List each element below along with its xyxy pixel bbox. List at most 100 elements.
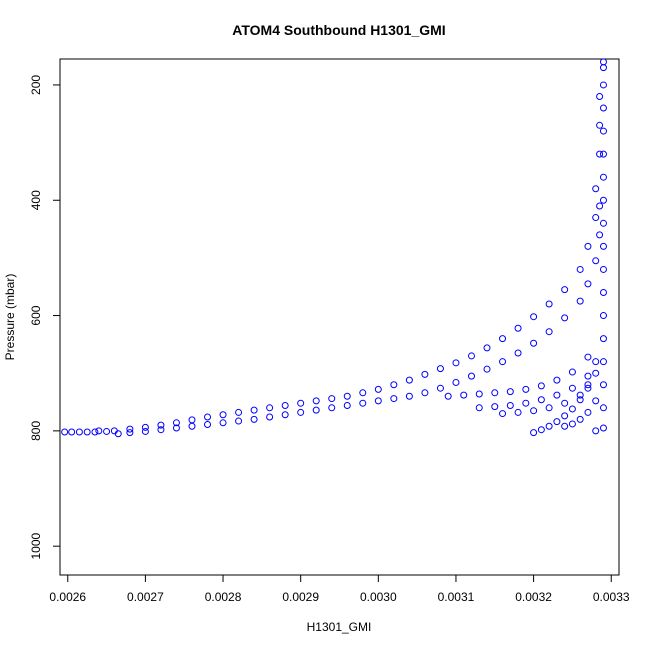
data-point bbox=[537, 426, 545, 434]
data-point bbox=[114, 430, 122, 438]
data-point bbox=[506, 388, 514, 396]
data-point bbox=[444, 392, 452, 400]
data-point bbox=[297, 399, 305, 407]
data-point bbox=[281, 402, 289, 409]
data-point bbox=[328, 395, 336, 403]
data-point bbox=[75, 428, 83, 436]
data-point bbox=[91, 428, 99, 436]
data-point bbox=[568, 420, 576, 428]
data-point bbox=[596, 231, 604, 239]
x-axis-label: H1301_GMI bbox=[307, 620, 372, 634]
data-point bbox=[599, 424, 607, 432]
data-point bbox=[599, 381, 607, 389]
data-point bbox=[599, 265, 607, 273]
data-point bbox=[599, 219, 607, 227]
data-point bbox=[599, 196, 607, 204]
data-point bbox=[584, 408, 592, 416]
data-point bbox=[599, 289, 607, 296]
data-point bbox=[103, 427, 111, 435]
data-point bbox=[576, 415, 584, 423]
data-point bbox=[522, 399, 530, 407]
data-point bbox=[599, 81, 607, 89]
data-point bbox=[530, 339, 538, 347]
data-point bbox=[599, 150, 607, 158]
data-point bbox=[328, 404, 336, 412]
data-point bbox=[390, 381, 398, 389]
data-point bbox=[514, 324, 522, 332]
data-point bbox=[491, 389, 499, 397]
x-tick-label: 0.0033 bbox=[593, 590, 630, 604]
data-point bbox=[436, 365, 444, 373]
data-point bbox=[499, 335, 507, 343]
data-point bbox=[204, 413, 212, 421]
data-point bbox=[576, 297, 584, 305]
y-axis: 200 400 600 800 1000 bbox=[29, 75, 61, 560]
data-point bbox=[599, 64, 607, 72]
data-point bbox=[514, 408, 522, 416]
data-point bbox=[499, 410, 507, 418]
data-point bbox=[452, 378, 460, 386]
data-point bbox=[530, 407, 538, 415]
chart-title: ATOM4 Southbound H1301_GMI bbox=[232, 22, 445, 38]
data-point bbox=[157, 426, 165, 434]
data-point bbox=[592, 185, 600, 193]
data-point bbox=[95, 427, 103, 435]
data-point bbox=[506, 402, 514, 409]
data-point bbox=[553, 391, 561, 399]
data-point bbox=[599, 358, 607, 366]
data-point bbox=[68, 428, 76, 436]
data-point bbox=[599, 312, 607, 320]
data-point bbox=[141, 427, 149, 435]
data-point bbox=[141, 423, 149, 431]
x-axis: 0.0026 0.0027 0.0028 0.0029 0.0030 0.0031 0.00… bbox=[49, 574, 630, 604]
data-point bbox=[491, 403, 499, 411]
data-point bbox=[545, 422, 553, 430]
data-point bbox=[537, 382, 545, 390]
data-point bbox=[522, 385, 530, 393]
data-point bbox=[250, 415, 258, 423]
data-point bbox=[545, 404, 553, 412]
data-point bbox=[390, 395, 398, 403]
y-tick-label: 800 bbox=[29, 421, 43, 441]
data-point bbox=[359, 399, 367, 407]
data-point bbox=[475, 390, 483, 398]
data-point bbox=[584, 280, 592, 288]
data-point bbox=[530, 313, 538, 321]
data-point bbox=[219, 411, 227, 419]
data-point bbox=[499, 358, 507, 366]
data-point bbox=[421, 370, 429, 378]
y-tick-label: 200 bbox=[29, 75, 43, 95]
data-point bbox=[266, 413, 274, 421]
data-point bbox=[343, 392, 351, 400]
data-point bbox=[561, 399, 569, 407]
data-point bbox=[553, 376, 561, 384]
data-point bbox=[599, 173, 607, 181]
x-tick-label: 0.0030 bbox=[360, 590, 397, 604]
x-tick-label: 0.0031 bbox=[438, 590, 475, 604]
data-point bbox=[592, 358, 600, 366]
data-point bbox=[584, 353, 592, 361]
data-point bbox=[599, 58, 607, 66]
data-point bbox=[561, 412, 569, 420]
data-point bbox=[126, 425, 134, 433]
data-point bbox=[584, 384, 592, 392]
data-point bbox=[514, 349, 522, 357]
data-point bbox=[188, 416, 196, 424]
data-point bbox=[537, 396, 545, 404]
data-point bbox=[568, 384, 576, 392]
data-point bbox=[568, 368, 576, 376]
data-point bbox=[312, 406, 320, 414]
data-point bbox=[452, 359, 460, 367]
data-point bbox=[281, 411, 289, 419]
data-point bbox=[576, 391, 584, 399]
data-point bbox=[297, 408, 305, 416]
data-point bbox=[460, 391, 468, 399]
data-point bbox=[359, 389, 367, 397]
data-point bbox=[172, 424, 180, 432]
data-point bbox=[592, 369, 600, 377]
data-point bbox=[599, 104, 607, 112]
data-point bbox=[545, 328, 553, 336]
y-tick-label: 600 bbox=[29, 305, 43, 325]
data-point bbox=[584, 372, 592, 380]
data-point bbox=[250, 406, 258, 414]
